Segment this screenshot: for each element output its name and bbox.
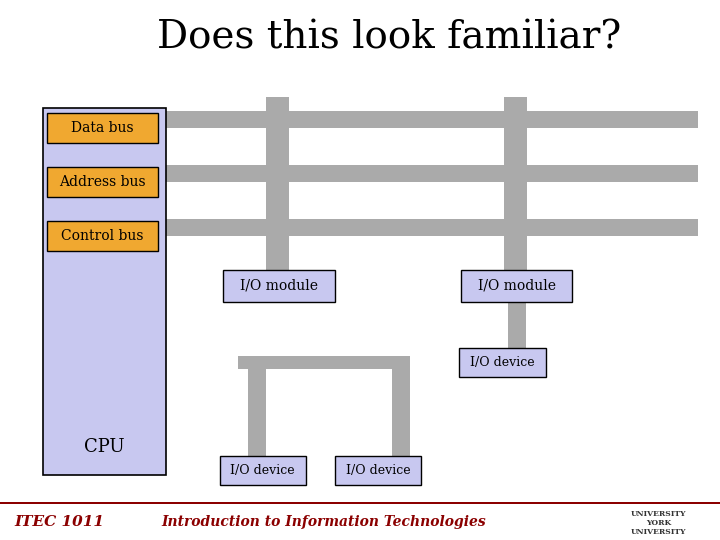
FancyBboxPatch shape bbox=[47, 221, 158, 251]
FancyBboxPatch shape bbox=[47, 113, 158, 143]
Bar bbox=[238, 356, 410, 369]
Bar bbox=[0, 502, 720, 504]
FancyBboxPatch shape bbox=[47, 167, 158, 197]
FancyBboxPatch shape bbox=[459, 348, 546, 377]
Text: I/O device: I/O device bbox=[470, 356, 535, 369]
Bar bbox=[158, 165, 698, 183]
Text: Data bus: Data bus bbox=[71, 121, 134, 135]
Text: Introduction to Information Technologies: Introduction to Information Technologies bbox=[162, 515, 486, 529]
FancyBboxPatch shape bbox=[223, 269, 335, 302]
Bar bbox=[504, 97, 527, 275]
Bar bbox=[158, 219, 698, 236]
Text: Does this look familiar?: Does this look familiar? bbox=[157, 19, 621, 56]
Text: I/O device: I/O device bbox=[230, 464, 295, 477]
Text: I/O device: I/O device bbox=[346, 464, 410, 477]
Text: CPU: CPU bbox=[84, 438, 125, 456]
Bar bbox=[266, 97, 289, 275]
Text: UNIVERSITY
YORK
UNIVERSITY: UNIVERSITY YORK UNIVERSITY bbox=[631, 510, 687, 536]
Bar bbox=[248, 369, 266, 461]
FancyBboxPatch shape bbox=[461, 269, 572, 302]
Text: Control bus: Control bus bbox=[61, 229, 144, 243]
Bar bbox=[158, 111, 698, 129]
FancyBboxPatch shape bbox=[220, 456, 306, 485]
Bar bbox=[392, 369, 410, 461]
Text: I/O module: I/O module bbox=[240, 279, 318, 293]
Text: Address bus: Address bus bbox=[59, 175, 146, 189]
FancyBboxPatch shape bbox=[43, 108, 166, 475]
Text: ITEC 1011: ITEC 1011 bbox=[14, 515, 104, 529]
FancyBboxPatch shape bbox=[335, 456, 421, 485]
Bar bbox=[508, 302, 526, 377]
Text: I/O module: I/O module bbox=[477, 279, 556, 293]
